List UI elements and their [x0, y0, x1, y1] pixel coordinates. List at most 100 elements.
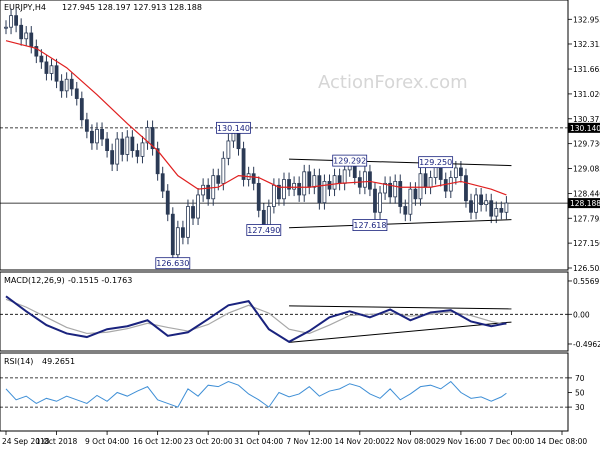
candle-body-26: [135, 150, 140, 157]
candle-body-66: [337, 175, 342, 184]
price-y-tick-label-1: 132.315: [573, 40, 600, 49]
price-level-tag-bg-0: [568, 122, 600, 133]
candle-body-13: [69, 78, 74, 90]
candle-body-75: [383, 182, 387, 194]
price-y-tick-label-5: 129.730: [573, 140, 600, 149]
candle-body-30: [155, 148, 160, 175]
price-annotation-layer: 130.140 129.292 129.250 127.490 127.618 126.6…: [155, 121, 454, 270]
price-annotation-box-3: [246, 224, 282, 236]
x-tick-label-7: 14 Nov 20:00: [335, 437, 386, 446]
price-y-tick-label-6: 129.085: [573, 165, 600, 174]
price-level-tag-0: 130.140: [570, 124, 600, 133]
rsi-y-tick-label-0: 70: [575, 374, 585, 383]
candle-body-10: [54, 65, 59, 82]
candle-body-39: [201, 184, 206, 196]
x-tick-label-0: 24 Sep 2018: [2, 437, 50, 446]
candle-body-78: [398, 181, 403, 207]
candle-body-50: [256, 182, 261, 211]
candle-body-83: [423, 173, 428, 188]
x-tick-label-3: 16 Oct 12:00: [133, 437, 182, 446]
price-annotation-box-5: [155, 257, 191, 270]
candle-body-92: [469, 200, 473, 213]
x-tick-label-5: 31 Oct 04:00: [234, 437, 283, 446]
candle-body-23: [120, 138, 125, 155]
macd-y-tick-label-2: -0.4962: [573, 340, 600, 349]
candle-body-59: [302, 171, 307, 196]
candle-body-20: [105, 138, 109, 151]
price-y-tick-label-9: 127.150: [573, 239, 600, 248]
price-annotation-label-0: 130.140: [217, 124, 250, 133]
price-annotation-box-1: [332, 154, 368, 167]
price-level-tag-1: 128.188: [570, 199, 600, 208]
candle-body-9: [49, 65, 54, 74]
candle-body-62: [317, 175, 322, 204]
candle-body-36: [186, 206, 190, 238]
price-annotation-label-2: 129.250: [419, 158, 452, 167]
price-annotation-box-0: [216, 121, 251, 134]
candle-body-82: [418, 173, 423, 200]
candle-body-53: [271, 184, 276, 207]
price-annotation-label-4: 127.618: [353, 221, 386, 230]
price-trendline-1: [289, 219, 512, 229]
rsi-header-name: RSI(14): [4, 357, 33, 366]
candle-body-91: [464, 175, 468, 202]
candle-body-94: [479, 194, 484, 205]
candle-body-18: [95, 128, 99, 144]
candle-body-27: [140, 142, 145, 157]
price-trendline-layer: [289, 158, 512, 229]
price-annotation-label-3: 127.490: [247, 226, 280, 235]
rsi-layer: [0, 377, 568, 408]
x-tick-label-1: 1 Oct 2018: [36, 437, 78, 446]
candle-body-56: [287, 179, 291, 190]
price-annotation-label-1: 129.292: [333, 157, 366, 166]
x-tick-label-11: 14 Dec 08:00: [537, 437, 588, 446]
x-tick-label-6: 7 Nov 12:00: [286, 437, 332, 446]
candle-body-37: [191, 206, 195, 219]
price-annotation-box-2: [418, 156, 454, 169]
price-panel-frame: [0, 0, 569, 271]
candle-body-52: [266, 206, 271, 227]
candle-body-29: [150, 127, 155, 150]
candle-body-21: [110, 150, 115, 165]
candle-body-54: [277, 184, 281, 200]
candle-body-72: [368, 171, 372, 190]
candle-body-55: [282, 179, 286, 200]
macd-trendline-0: [289, 305, 512, 310]
macd-main-line: [5, 295, 507, 343]
candle-body-25: [130, 136, 135, 151]
candle-body-15: [79, 98, 84, 121]
candle-body-58: [297, 182, 302, 196]
candle-body-12: [64, 78, 69, 92]
candle-body-84: [428, 177, 433, 188]
candle-body-79: [403, 206, 408, 215]
candle-body-7: [39, 55, 44, 63]
candle-body-99: [504, 202, 509, 213]
macd-y-tick-label-1: 0.00: [573, 310, 590, 319]
price-y-tick-label-2: 131.665: [573, 65, 600, 74]
candle-body-43: [221, 157, 226, 184]
candle-body-47: [241, 148, 246, 180]
macd-y-axis: 0.5569 0.00 -0.4962: [568, 277, 600, 349]
candle-body-35: [181, 227, 185, 238]
candle-body-1: [9, 15, 13, 28]
price-y-tick-label-4: 130.375: [573, 115, 600, 124]
candle-body-33: [170, 213, 175, 256]
candle-body-44: [226, 140, 231, 159]
candle-body-32: [165, 190, 170, 215]
price-header-ohlc: 127.945 128.197 127.913 128.188: [62, 3, 202, 12]
candle-body-24: [125, 136, 130, 155]
rsi-y-tick-label-2: 30: [575, 403, 585, 412]
candle-body-46: [236, 132, 241, 150]
candle-body-98: [499, 208, 504, 213]
candle-body-22: [115, 138, 120, 165]
x-tick-label-10: 7 Dec 00:00: [489, 437, 535, 446]
candle-body-11: [59, 80, 64, 92]
candle-body-71: [362, 171, 367, 188]
candle-body-2: [14, 15, 19, 26]
candle-body-73: [373, 188, 377, 213]
candle-body-90: [459, 167, 463, 177]
moving-average-line: [5, 40, 507, 196]
price-annotation-box-4: [352, 219, 388, 231]
